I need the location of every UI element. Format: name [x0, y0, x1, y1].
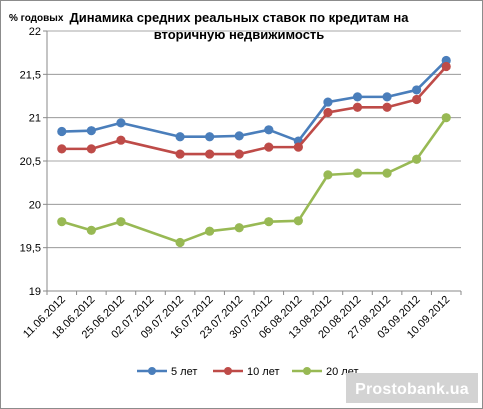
data-point	[264, 217, 274, 227]
data-point	[412, 85, 422, 95]
data-point	[57, 217, 67, 227]
y-axis-label: % годовых	[9, 13, 64, 24]
y-tick-label: 22	[29, 26, 41, 38]
data-point	[293, 216, 303, 226]
series-3	[57, 113, 451, 248]
chart-title-line-2: вторичную недвижимость	[154, 27, 325, 42]
data-point	[441, 61, 451, 72]
data-point	[264, 125, 274, 135]
data-point	[382, 92, 392, 102]
data-point	[205, 149, 215, 159]
legend-swatch-marker	[224, 367, 232, 375]
data-point	[57, 144, 67, 154]
watermark-background	[346, 373, 478, 403]
data-point	[205, 226, 215, 236]
legend-label: 5 лет	[171, 366, 197, 378]
data-point	[412, 154, 422, 164]
y-tick-label: 19	[29, 286, 41, 298]
data-point	[352, 168, 363, 178]
data-point	[86, 225, 96, 235]
data-point	[323, 97, 333, 107]
series-1	[57, 55, 451, 146]
data-point	[352, 92, 363, 102]
data-point	[412, 94, 422, 105]
data-point	[382, 168, 392, 178]
data-point	[116, 118, 126, 128]
data-point	[86, 144, 96, 154]
data-point	[205, 132, 215, 142]
data-point	[382, 102, 392, 112]
data-point	[293, 142, 303, 152]
data-point	[234, 131, 244, 141]
legend-item: 10 лет	[213, 366, 280, 378]
y-tick-label: 20	[29, 199, 41, 211]
data-point	[175, 237, 185, 248]
data-point	[441, 113, 451, 123]
data-point	[234, 223, 244, 233]
data-point	[175, 149, 185, 159]
data-point	[323, 170, 333, 180]
y-tick-label: 19,5	[20, 243, 41, 255]
legend-swatch-marker	[303, 367, 311, 375]
watermark-text: Prostobank.ua	[355, 381, 469, 398]
data-point	[86, 126, 96, 136]
data-point	[116, 217, 126, 227]
data-point	[234, 149, 244, 159]
data-point	[323, 107, 333, 118]
data-point	[352, 102, 363, 112]
series-2	[57, 61, 451, 159]
legend-swatch-marker	[148, 367, 156, 375]
data-point	[175, 132, 185, 142]
y-tick-label: 21,5	[20, 69, 41, 81]
data-point	[264, 142, 274, 152]
chart-title-line-1: Динамика средних реальных ставок по кред…	[69, 10, 409, 25]
data-point	[116, 135, 126, 145]
legend-label: 10 лет	[247, 366, 280, 378]
y-tick-label: 20,5	[20, 156, 41, 168]
y-tick-label: 21	[29, 113, 41, 125]
data-point	[57, 126, 67, 137]
legend-item: 5 лет	[137, 366, 197, 378]
